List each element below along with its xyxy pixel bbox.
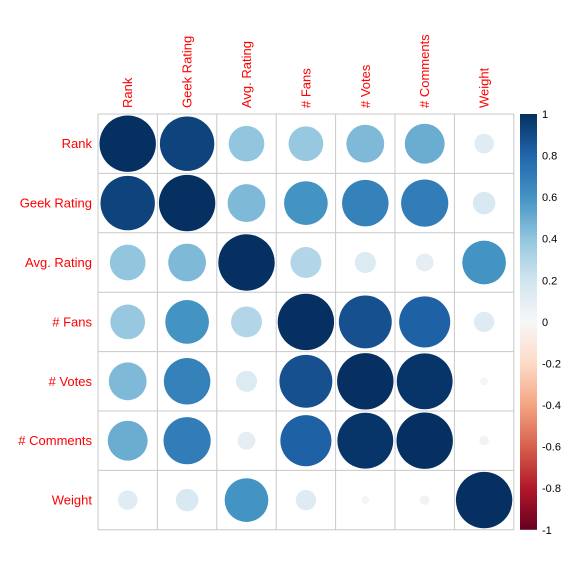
corr-circle-weight-fans: [295, 489, 317, 511]
corr-circle-fans-rank: [110, 304, 146, 340]
corr-circle-avg-rating-rank: [109, 244, 146, 281]
column-label-comments: # Comments: [417, 34, 432, 108]
corr-circle-votes-weight: [480, 377, 489, 386]
corr-circle-rank-geek-rating: [159, 116, 215, 171]
corr-circle-avg-rating-geek-rating: [168, 243, 207, 282]
corr-circle-weight-geek-rating: [175, 488, 199, 512]
row-label-fans: # Fans: [52, 314, 92, 329]
corr-circle-rank-avg-rating: [228, 125, 265, 162]
corr-circle-weight-weight: [455, 471, 513, 529]
colorbar-tick-label: 0.8: [542, 151, 557, 163]
colorbar-tick-label: 0.2: [542, 275, 557, 287]
corr-circle-rank-votes: [346, 124, 385, 163]
corr-circle-comments-rank: [107, 420, 148, 461]
variable-labels: Rank Rank Geek Rating Geek Rating Avg. Ratin…: [18, 34, 491, 508]
colorbar-tick-label: -1: [542, 525, 552, 537]
corr-circle-avg-rating-votes: [354, 251, 376, 274]
correlation-circles: [99, 115, 513, 529]
colorbar-tick-label: -0.6: [542, 442, 561, 454]
corr-circle-rank-comments: [404, 123, 445, 164]
colorbar-tick-label: 0.4: [542, 234, 557, 246]
corr-circle-comments-geek-rating: [163, 417, 211, 465]
corr-circle-votes-comments: [396, 353, 453, 410]
column-label-rank: Rank: [120, 77, 135, 108]
corr-circle-weight-votes: [361, 496, 370, 505]
row-label-votes: # Votes: [49, 374, 93, 389]
corr-circle-fans-votes: [338, 295, 392, 349]
row-label-comments: # Comments: [18, 433, 92, 448]
column-label-geek-rating: Geek Rating: [180, 36, 195, 108]
corr-circle-avg-rating-comments: [415, 253, 434, 272]
corr-circle-geek-rating-votes: [342, 179, 389, 227]
corr-circle-geek-rating-avg-rating: [227, 184, 266, 223]
corr-circle-fans-comments: [399, 296, 451, 348]
row-label-avg-rating: Avg. Rating: [25, 255, 92, 270]
column-label-avg-rating: Avg. Rating: [239, 41, 254, 108]
corr-circle-comments-comments: [396, 412, 453, 469]
corr-circle-geek-rating-comments: [401, 179, 449, 227]
corr-circle-fans-avg-rating: [231, 306, 262, 338]
corr-circle-avg-rating-weight: [462, 240, 506, 285]
column-label-weight: Weight: [477, 67, 492, 108]
colorbar-tick-label: -0.4: [542, 400, 561, 412]
corr-circle-votes-rank: [108, 362, 147, 401]
corr-circle-votes-avg-rating: [235, 370, 258, 392]
corr-circle-rank-rank: [99, 115, 156, 172]
corr-circle-votes-votes: [337, 353, 394, 410]
corr-circle-geek-rating-rank: [100, 175, 155, 231]
column-label-votes: # Votes: [358, 64, 373, 108]
row-label-rank: Rank: [62, 136, 93, 151]
grid: [97, 113, 515, 531]
corr-circle-weight-comments: [419, 495, 430, 505]
colorbar-tick-label: 0.6: [542, 192, 557, 204]
colorbar-tick-label: 0: [542, 317, 548, 329]
corr-circle-avg-rating-avg-rating: [218, 234, 275, 291]
corr-circle-votes-fans: [279, 354, 333, 408]
corr-circle-geek-rating-weight: [472, 191, 496, 215]
colorbar-tick-label: 1: [542, 109, 548, 121]
corr-circle-geek-rating-geek-rating: [158, 174, 216, 232]
corr-circle-fans-fans: [277, 293, 335, 351]
colorbar-gradient: [520, 114, 537, 530]
corr-circle-weight-rank: [117, 490, 138, 510]
column-label-fans: # Fans: [298, 68, 313, 108]
corr-circle-comments-votes: [337, 412, 394, 469]
corr-circle-rank-fans: [288, 126, 324, 162]
colorbar-tick-label: -0.2: [542, 358, 561, 370]
corr-circle-rank-weight: [474, 133, 494, 154]
corr-circle-avg-rating-fans: [290, 247, 322, 278]
corr-circle-geek-rating-fans: [284, 181, 328, 225]
corr-circle-fans-geek-rating: [165, 300, 209, 344]
row-label-geek-rating: Geek Rating: [20, 196, 92, 211]
colorbar: 1 0.8 0.6 0.4 0.2 0 -0.2 -0.4 -0.6 -0.8 -1: [520, 109, 561, 537]
corr-circle-fans-weight: [473, 311, 495, 333]
corr-circle-comments-fans: [280, 415, 332, 467]
row-label-weight: Weight: [52, 493, 93, 508]
corr-circle-votes-geek-rating: [163, 358, 211, 405]
colorbar-tick-label: -0.8: [542, 483, 561, 495]
corr-circle-comments-weight: [479, 435, 489, 446]
corr-circle-weight-avg-rating: [224, 478, 269, 522]
corr-circle-comments-avg-rating: [237, 431, 256, 450]
